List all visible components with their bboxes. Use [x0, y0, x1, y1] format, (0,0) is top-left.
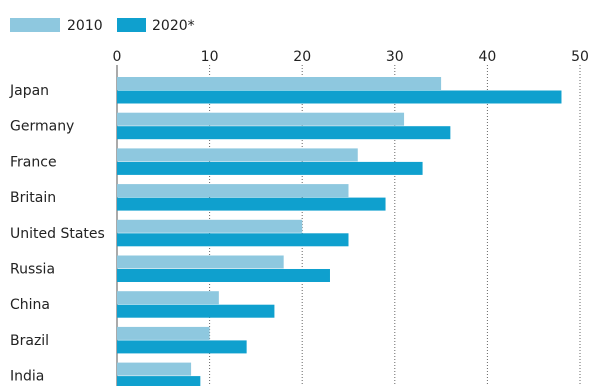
- bar: [117, 233, 349, 247]
- category-label: Germany: [10, 119, 74, 135]
- category-label: Russia: [10, 262, 55, 278]
- bar: [117, 219, 303, 233]
- x-tick-label: 50: [571, 49, 589, 65]
- x-tick-label: 30: [386, 49, 404, 65]
- category-label: Brazil: [10, 333, 49, 349]
- bar: [117, 77, 442, 90]
- bar: [117, 326, 210, 340]
- x-tick-label: 0: [113, 49, 122, 65]
- x-tick-label: 40: [478, 49, 496, 65]
- legend-label: 2020*: [152, 18, 195, 34]
- legend-label: 2010: [67, 18, 103, 34]
- bar: [117, 340, 247, 354]
- bar: [117, 148, 358, 162]
- bar: [117, 197, 386, 211]
- bar: [117, 126, 451, 140]
- legend-swatch: [117, 18, 146, 32]
- category-label: Japan: [9, 83, 49, 99]
- bar: [117, 269, 330, 282]
- category-label: Britain: [10, 190, 56, 206]
- x-tick-label: 20: [293, 49, 311, 65]
- category-label: France: [10, 154, 57, 170]
- bar: [117, 90, 562, 104]
- legend-swatch: [10, 18, 60, 32]
- bar: [117, 304, 275, 318]
- bar: [117, 184, 349, 198]
- bar: [117, 291, 219, 305]
- category-label: India: [10, 369, 44, 385]
- x-tick-label: 10: [201, 49, 219, 65]
- bar: [117, 255, 284, 269]
- bar: [117, 362, 192, 376]
- category-label: China: [10, 297, 50, 313]
- bar: [117, 112, 405, 126]
- bar: [117, 161, 423, 175]
- category-label: United States: [10, 226, 105, 242]
- bar: [117, 376, 201, 386]
